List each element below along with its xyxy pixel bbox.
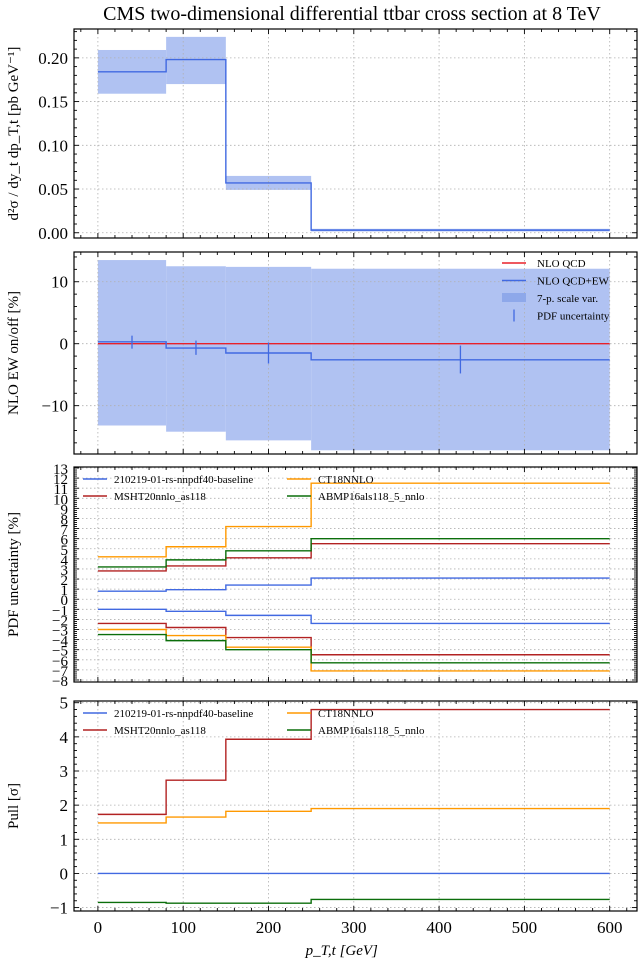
series-upper-abmp16als118-5-nnlo (97, 537, 610, 568)
series-line-abmp16als118-5-nnlo (97, 898, 610, 904)
y-tick-label: 0 (60, 335, 69, 354)
y-tick-label: −4 (52, 634, 68, 650)
series-line-nlo-qcd-ew-central (97, 58, 610, 231)
y-tick-label: 13 (53, 462, 68, 478)
legend-label: ABMP16als118_5_nnlo (318, 491, 425, 503)
x-axis-label: p_T,t [GeV] (305, 943, 378, 959)
scale-band-bin-1 (166, 36, 226, 85)
x-tick-label: 300 (341, 918, 367, 937)
legend-label: PDF uncertainty (537, 311, 610, 323)
y-tick-label: 11 (54, 482, 68, 498)
series-line-ct18nnlo (97, 807, 610, 824)
legend-label: MSHT20nnlo_as118 (114, 725, 206, 737)
x-tick-label: 400 (426, 918, 452, 937)
y-tick-label: −6 (52, 654, 68, 670)
legend-label: CT18NNLO (318, 708, 374, 720)
y-axis-label: d²σ / dy_t dp_T,t [pb GeV⁻¹] (6, 47, 22, 221)
figure-title: CMS two-dimensional differential ttbar c… (103, 3, 601, 25)
legend-label: CT18NNLO (318, 474, 374, 486)
y-tick-label: −5 (52, 644, 68, 660)
plot-area (74, 701, 637, 911)
x-tick-label: 500 (512, 918, 538, 937)
y-tick-label: 8 (61, 512, 69, 528)
x-tick-label: 200 (256, 918, 282, 937)
y-tick-label: 12 (53, 472, 68, 488)
y-tick-label: 0 (60, 864, 69, 883)
axes-frame (73, 251, 638, 455)
legend-label: 7-p. scale var. (537, 293, 598, 305)
x-tick-label: 0 (94, 918, 103, 937)
series-upper-210219-01-rs-nnpdf40-baseline (97, 577, 610, 592)
legend-swatch-patch (502, 293, 526, 302)
y-tick-label: −1 (52, 603, 68, 619)
y-tick-label: 3 (61, 563, 69, 579)
series-line-nlo-qcd-ew (97, 341, 610, 361)
panel-pull: −1 0 1 2 3 4 5 0 100 200 300 400 500 600 p_T,t [GeV] Pu… (6, 694, 638, 959)
y-tick-label: 4 (61, 553, 69, 569)
plot-area (74, 29, 637, 238)
panel-cross-section: 0.00 0.05 0.10 0.15 0.20 d²σ / dy_t dp_T,t [p… (6, 28, 638, 243)
y-tick-label: −8 (52, 674, 68, 690)
legend-label: ABMP16als118_5_nnlo (318, 725, 425, 737)
axes-frame (73, 700, 638, 912)
y-tick-label: 9 (61, 502, 69, 518)
series-lower-210219-01-rs-nnpdf40-baseline (97, 608, 610, 625)
y-axis-label: Pull [σ] (6, 783, 22, 829)
series-line-msht20nnlo-as118 (97, 708, 610, 816)
y-tick-label: 10 (51, 273, 68, 292)
y-tick-label: 2 (61, 573, 69, 589)
y-tick-label: 7 (61, 523, 69, 539)
series-lower-abmp16als118-5-nnlo (97, 633, 610, 664)
legend-label: NLO QCD+EW (537, 276, 610, 288)
legend-label: 210219-01-rs-nnpdf40-baseline (114, 474, 253, 486)
y-tick-label: 0.05 (38, 180, 68, 199)
y-axis-label: NLO EW on/off [%] (6, 291, 22, 415)
panel-ew-ratio: −10 0 10 NLO EW on/off [%] NLO QCD NLO QCD+EW… (6, 251, 638, 455)
y-tick-label: −7 (52, 664, 68, 680)
plot-area (74, 467, 637, 682)
x-tick-label: 100 (170, 918, 196, 937)
y-axis-label: PDF uncertainty [%] (6, 512, 22, 637)
y-tick-label: −2 (52, 613, 68, 629)
axes-frame (73, 466, 638, 683)
axes-frame (73, 28, 638, 239)
y-tick-label: 1 (61, 583, 69, 599)
legend-label: MSHT20nnlo_as118 (114, 491, 206, 503)
y-tick-label: 0.00 (38, 224, 68, 243)
y-tick-label: 4 (60, 728, 69, 747)
y-tick-label: −1 (50, 899, 68, 918)
y-tick-label: 0.15 (38, 93, 68, 112)
y-tick-label: 0.20 (38, 49, 68, 68)
legend-label: 210219-01-rs-nnpdf40-baseline (114, 708, 253, 720)
x-tick-label: 600 (597, 918, 623, 937)
y-tick-label: 6 (61, 533, 69, 549)
y-tick-label: 5 (61, 543, 69, 559)
y-tick-label: 3 (60, 762, 69, 781)
y-tick-label: −3 (52, 624, 68, 640)
plot-area (74, 252, 637, 454)
y-tick-label: −10 (41, 397, 68, 416)
legend-label: NLO QCD (537, 258, 586, 270)
y-tick-label: 0 (61, 593, 69, 609)
y-tick-label: 1 (60, 830, 69, 849)
y-tick-label: 2 (60, 796, 69, 815)
y-tick-label: 5 (60, 694, 69, 713)
y-tick-label: 0.10 (38, 136, 68, 155)
y-tick-label: 10 (53, 492, 68, 508)
series-upper-ct18nnlo (97, 482, 610, 558)
